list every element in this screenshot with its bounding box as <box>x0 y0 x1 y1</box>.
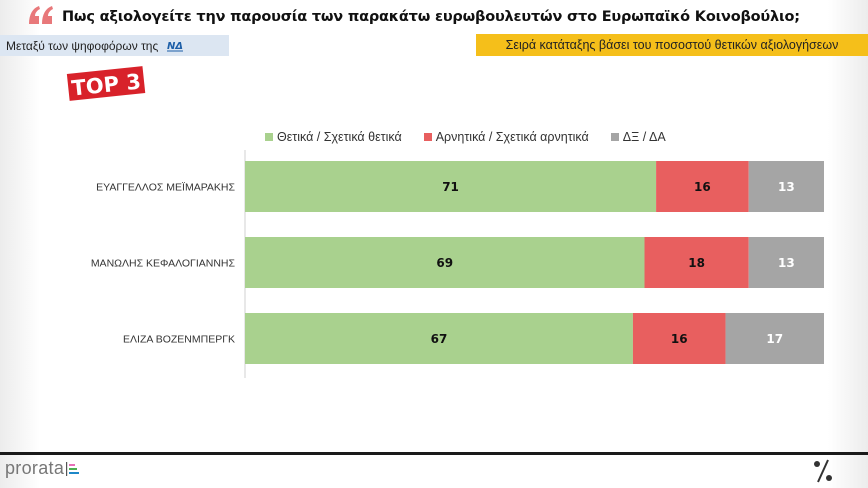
footer-divider <box>0 452 868 455</box>
data-label: 67 <box>431 332 448 346</box>
category-label: ΕΛΙΖΑ ΒΟΖΕΝΜΠΕΡΓΚ <box>123 334 235 346</box>
subtitle-box: Μεταξύ των ψηφοφόρων της ΝΔ <box>0 35 229 56</box>
bar-segment-negative <box>644 237 749 288</box>
percent-icon <box>814 459 832 483</box>
bar-segment-neutral <box>725 313 824 364</box>
data-label: 13 <box>778 180 795 194</box>
ranking-note-text: Σειρά κατάταξης βάσει του ποσοστού θετικ… <box>505 38 839 52</box>
bar-segment-neutral <box>748 237 824 288</box>
legend-item-positive: Θετικά / Σχετικά θετικά <box>265 130 402 144</box>
data-label: 17 <box>766 332 783 346</box>
data-label: 69 <box>436 256 453 270</box>
legend-label-negative: Αρνητικά / Σχετικά αρνητικά <box>435 130 589 144</box>
brand-name: prorata <box>5 458 65 478</box>
svg-text:ΝΔ: ΝΔ <box>167 41 183 52</box>
legend-label-positive: Θετικά / Σχετικά θετικά <box>277 130 402 144</box>
data-label: 13 <box>778 256 795 270</box>
category-label: ΜΑΝΩΛΗΣ ΚΕΦΑΛΟΓΙΑΝΝΗΣ <box>91 258 236 270</box>
data-label: 71 <box>442 180 459 194</box>
prorata-bars-icon <box>66 461 80 476</box>
legend-label-neutral: ΔΞ / ΔΑ <box>622 130 666 144</box>
stacked-bar-chart: ΕΥΑΓΓΕΛΛΟΣ ΜΕΪΜΑΡΑΚΗΣ 71 16 13 ΜΑΝΩΛΗΣ ΚΕΦΑΛ… <box>91 150 824 378</box>
bar-segment-negative <box>656 161 749 212</box>
legend-item-negative: Αρνητικά / Σχετικά αρνητικά <box>423 130 589 144</box>
data-label: 18 <box>688 256 705 270</box>
data-label: 16 <box>694 180 711 194</box>
bar-segment-negative <box>632 313 726 364</box>
party-logo-icon: ΝΔ <box>167 41 183 52</box>
bar-segment-positive <box>245 161 657 212</box>
page-title: Πως αξιολογείτε την παρουσία των παρακάτ… <box>62 9 800 25</box>
bar-segment-positive <box>245 237 645 288</box>
category-label: ΕΥΑΓΓΕΛΛΟΣ ΜΕΪΜΑΡΑΚΗΣ <box>96 182 235 194</box>
prorata-logo: prorata <box>5 458 82 479</box>
legend-swatch-neutral <box>610 133 619 141</box>
subtitle-text: Μεταξύ των ψηφοφόρων της <box>6 38 159 53</box>
data-label: 16 <box>671 332 688 346</box>
top3-badge: TOP 3 <box>66 66 146 101</box>
legend-item-neutral: ΔΞ / ΔΑ <box>610 130 666 144</box>
ranking-note: Σειρά κατάταξης βάσει του ποσοστού θετικ… <box>476 34 868 56</box>
quote-icon <box>29 6 53 24</box>
bar-segment-neutral <box>748 161 824 212</box>
legend-swatch-positive <box>265 133 273 141</box>
bar-segment-positive <box>245 313 633 364</box>
legend-swatch-negative <box>423 133 432 141</box>
chart-legend: Θετικά / Σχετικά θετικά Αρνητικά / Σχετι… <box>265 130 666 144</box>
